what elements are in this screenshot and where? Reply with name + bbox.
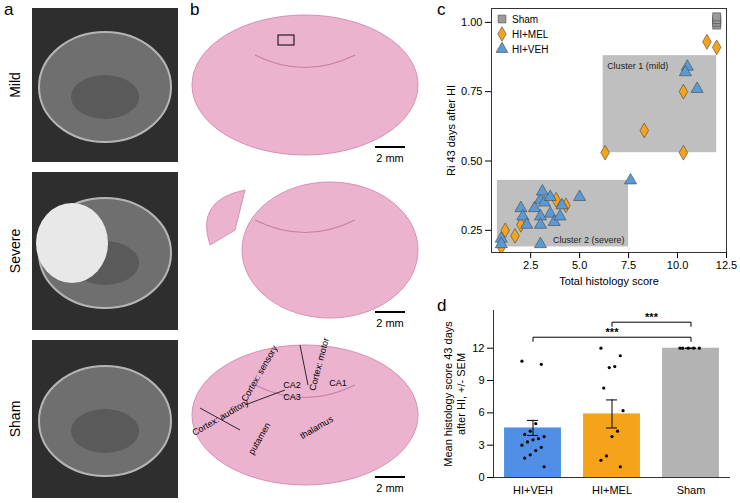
svg-text:CA1: CA1	[329, 378, 347, 388]
svg-text:Total histology score: Total histology score	[559, 275, 659, 287]
svg-text:Sham: Sham	[512, 14, 538, 25]
svg-text:10.0: 10.0	[667, 259, 688, 271]
svg-text:0.75: 0.75	[461, 85, 482, 97]
svg-text:2.5: 2.5	[523, 259, 538, 271]
svg-text:0.50: 0.50	[461, 155, 482, 167]
svg-text:Ri 43 days after HI: Ri 43 days after HI	[445, 85, 457, 176]
svg-text:Cluster 1 (mild): Cluster 1 (mild)	[607, 61, 668, 71]
svg-text:HI+VEH: HI+VEH	[513, 484, 553, 496]
svg-text:2 mm: 2 mm	[376, 317, 404, 329]
svg-text:***: ***	[606, 326, 620, 338]
html-text:b: b	[190, 0, 200, 19]
svg-text:1.00: 1.00	[461, 16, 482, 28]
svg-text:HI+MEL: HI+MEL	[512, 29, 549, 40]
svg-text:Cortex: sensory: Cortex: sensory	[239, 343, 280, 404]
svg-text:12.5: 12.5	[716, 259, 737, 271]
html-text:a: a	[4, 0, 14, 19]
svg-text:9: 9	[478, 374, 484, 386]
svg-text:putamen: putamen	[246, 421, 272, 456]
svg-text:12: 12	[472, 342, 484, 354]
svg-text:CA3: CA3	[283, 392, 301, 402]
svg-text:6: 6	[478, 406, 484, 418]
svg-text:CA2: CA2	[283, 380, 301, 390]
svg-text:2 mm: 2 mm	[376, 152, 404, 164]
svg-text:HI+MEL: HI+MEL	[592, 484, 632, 496]
svg-text:2 mm: 2 mm	[376, 482, 404, 494]
svg-text:Severe: Severe	[7, 229, 23, 274]
svg-text:5.0: 5.0	[572, 259, 587, 271]
svg-text:Cluster 2 (severe): Cluster 2 (severe)	[553, 235, 625, 245]
html-text:Mean histology score 43 days a: Mean histology score 43 days after HI, +…	[442, 320, 467, 467]
svg-text:7.5: 7.5	[621, 259, 636, 271]
svg-text:Mild: Mild	[7, 72, 23, 98]
svg-text:0.25: 0.25	[461, 224, 482, 236]
svg-text:thalamus: thalamus	[298, 414, 335, 441]
svg-text:0: 0	[478, 471, 484, 483]
svg-text:Sham: Sham	[677, 484, 706, 496]
svg-text:HI+VEH: HI+VEH	[512, 44, 548, 55]
svg-text:Cortex: auditory: Cortex: auditory	[190, 397, 250, 438]
svg-text:***: ***	[645, 311, 659, 323]
svg-text:Sham: Sham	[7, 401, 23, 438]
svg-text:Cortex: motor: Cortex: motor	[307, 337, 331, 392]
html-text:d: d	[437, 296, 447, 315]
svg-text:3: 3	[478, 439, 484, 451]
html-text:c: c	[437, 0, 446, 19]
